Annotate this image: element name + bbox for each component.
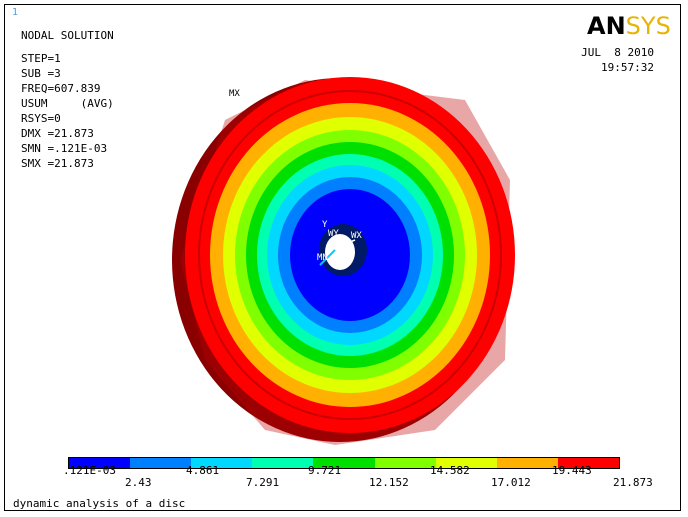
- legend-label: 17.012: [491, 476, 531, 489]
- solution-smx: SMX =21.873: [21, 157, 94, 170]
- plot-caption: dynamic analysis of a disc: [13, 497, 186, 510]
- legend-label: 12.152: [369, 476, 409, 489]
- logo-part-an: AN: [587, 12, 626, 40]
- triad-label-y: Y: [322, 220, 328, 230]
- legend-label: 4.861: [186, 464, 220, 477]
- legend-label: 9.721: [308, 464, 342, 477]
- legend-swatch-6: [374, 458, 436, 468]
- solution-rsys: RSYS=0: [21, 112, 61, 125]
- datetime-stamp: JUL 8 2010 19:57:32: [581, 45, 654, 75]
- legend-swatch-2: [130, 458, 192, 468]
- legend-swatch-7: [435, 458, 497, 468]
- graphics-viewport[interactable]: 1 NODAL SOLUTION STEP=1 SUB =3 FREQ=607.…: [4, 4, 681, 511]
- triad-x-axis: [334, 239, 356, 249]
- legend-swatch-9: [557, 458, 619, 468]
- legend-swatch-3: [191, 458, 253, 468]
- time-text: 19:57:32: [601, 61, 654, 74]
- logo-part-sys: SYS: [625, 12, 671, 40]
- legend-label: 21.873: [613, 476, 653, 489]
- legend-swatch-4: [252, 458, 314, 468]
- triad-z-axis: [319, 249, 336, 266]
- window-number: 1: [12, 7, 19, 18]
- contour-legend-bar: [68, 457, 620, 469]
- solution-smn: SMN =.121E-03: [21, 142, 108, 155]
- solution-title: NODAL SOLUTION: [21, 29, 114, 42]
- disc-contour-plot[interactable]: Y WY WX Z MN MX: [165, 60, 535, 450]
- legend-label: 7.291: [246, 476, 280, 489]
- max-marker: MX: [229, 89, 240, 99]
- triad-label-wx: WX: [351, 231, 362, 241]
- solution-dmx: DMX =21.873: [21, 127, 94, 140]
- solution-info: NODAL SOLUTION STEP=1 SUB =3 FREQ=607.83…: [21, 28, 114, 171]
- solution-usum: USUM (AVG): [21, 97, 114, 110]
- solution-sub: SUB =3: [21, 67, 61, 80]
- legend-label: 14.582: [430, 464, 470, 477]
- legend-label: 2.43: [125, 476, 152, 489]
- coordinate-triad: Y WY WX Z MN: [317, 220, 362, 266]
- triad-label-wy: WY: [328, 229, 339, 239]
- solution-freq: FREQ=607.839: [21, 82, 101, 95]
- date-text: JUL 8 2010: [581, 46, 654, 59]
- legend-label: 19.443: [552, 464, 592, 477]
- triad-label-mn: MN: [317, 253, 328, 263]
- legend-swatch-8: [496, 458, 558, 468]
- legend-swatch-5: [313, 458, 375, 468]
- ansys-logo: ANSYS: [587, 12, 671, 40]
- legend-label: .121E-03: [63, 464, 116, 477]
- legend-swatch-1: [69, 458, 131, 468]
- triad-label-z: Z: [335, 243, 341, 253]
- solution-step: STEP=1: [21, 52, 61, 65]
